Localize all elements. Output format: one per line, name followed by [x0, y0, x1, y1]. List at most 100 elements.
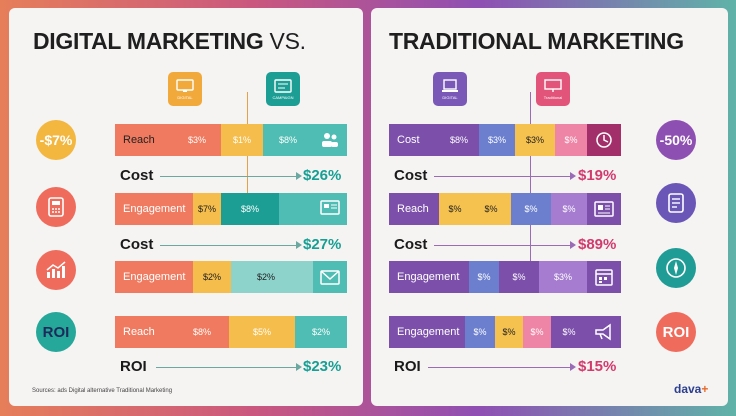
arrow-icon: [570, 363, 576, 371]
newspaper-icon: [594, 201, 614, 217]
envelope-icon: [320, 270, 340, 285]
summary-line: [160, 245, 296, 246]
traditional-row-4: Engagement $% $% $% $%: [389, 316, 621, 348]
row-segment: $3%: [539, 261, 587, 293]
source-footnote: Sources: ads Digital alternative Traditi…: [32, 388, 173, 394]
summary-value: $27%: [303, 236, 342, 253]
vs-text: VS.: [269, 28, 306, 54]
arrow-icon: [570, 172, 576, 180]
row-label: Engagement: [115, 193, 193, 225]
summary-line: [156, 367, 296, 368]
row-segment: $8%: [175, 316, 229, 348]
summary-label: ROI: [394, 358, 421, 375]
row-segment: $%: [499, 261, 539, 293]
growth-chart-icon: [46, 261, 66, 278]
traditional-compass-circle: [656, 248, 696, 288]
digital-title: DIGITAL MARKETING VS.: [33, 28, 306, 55]
traditional-document-circle: [656, 183, 696, 223]
row-icon-cell: [587, 261, 621, 293]
summary-label: Cost: [394, 236, 428, 253]
row-label: Engagement: [389, 316, 465, 348]
traditional-row-1: Cost $8% $3% $3% $%: [389, 124, 621, 156]
pin-caption: DIGITAL: [442, 94, 458, 100]
arrow-icon: [570, 241, 576, 249]
dashboard-icon: [274, 78, 292, 93]
row-segment: $7%: [193, 193, 221, 225]
summary-value: $15%: [578, 358, 617, 375]
traditional-title: TRADITIONAL MARKETING: [389, 28, 684, 54]
calculator-icon: [48, 197, 64, 217]
summary-line: [428, 367, 570, 368]
connector-line: [530, 92, 531, 272]
traditional-roi-circle: ROI: [656, 312, 696, 352]
row-segment: $%: [551, 316, 587, 348]
row-label: Reach: [389, 193, 439, 225]
traditional-row-3: Engagement $% $% $3%: [389, 261, 621, 293]
summary-value: $89%: [578, 236, 617, 253]
digital-row-3: Engagement $2% $2%: [115, 261, 347, 293]
monitor-icon: [176, 78, 194, 92]
row-segment: $%: [439, 193, 471, 225]
arrow-icon: [296, 241, 302, 249]
row-icon-cell: [587, 124, 621, 156]
brand-name: dava: [674, 382, 702, 396]
row-label: Reach: [115, 316, 175, 348]
row-segment: $%: [471, 193, 511, 225]
row-segment: $8%: [263, 124, 313, 156]
digital-cost-circle: -$7%: [36, 120, 76, 160]
digital-roi-circle: ROI: [36, 312, 76, 352]
digital-row-4: Reach $8% $5% $2%: [115, 316, 347, 348]
row-icon-cell: [587, 316, 621, 348]
digital-pin-right: DIGITAL: [433, 72, 467, 106]
row-segment: $%: [523, 316, 551, 348]
row-segment: $8%: [439, 124, 479, 156]
row-segment: $%: [511, 193, 551, 225]
row-segment: $3%: [173, 124, 221, 156]
billboard-icon: [544, 78, 562, 92]
row-segment: $%: [469, 261, 499, 293]
traditional-row-2: Reach $% $% $% $%: [389, 193, 621, 225]
row-label: Cost: [389, 124, 439, 156]
people-icon: [322, 133, 338, 147]
row-segment: $%: [555, 124, 587, 156]
row-segment: $%: [495, 316, 523, 348]
arrow-icon: [296, 172, 302, 180]
compass-icon: [666, 258, 686, 278]
laptop-icon: [442, 78, 458, 92]
row-segment: $%: [465, 316, 495, 348]
row-icon-cell: [587, 193, 621, 225]
row-segment: $3%: [515, 124, 555, 156]
row-segment: $5%: [229, 316, 295, 348]
pin-caption: Traditional: [543, 94, 563, 100]
row-icon-cell: [313, 261, 347, 293]
digital-calculator-circle: [36, 187, 76, 227]
arrow-icon: [296, 363, 302, 371]
row-label: Engagement: [389, 261, 469, 293]
row-icon-cell: [313, 193, 347, 225]
summary-value: $19%: [578, 167, 617, 184]
row-segment: $2%: [193, 261, 231, 293]
screen-icon: [320, 200, 340, 215]
row-label: Reach: [115, 124, 173, 156]
megaphone-icon: [595, 323, 611, 341]
brand-logo: dava+: [674, 382, 708, 396]
summary-value: $23%: [303, 358, 342, 375]
clock-icon: [596, 132, 612, 148]
digital-pin: DIGITAL: [168, 72, 202, 106]
row-segment: [279, 193, 313, 225]
row-segment: [301, 261, 313, 293]
brand-accent: +: [701, 382, 709, 396]
digital-growth-circle: [36, 250, 76, 290]
pin-caption: DIGITAL: [177, 94, 193, 100]
summary-label: Cost: [120, 236, 154, 253]
row-segment: $1%: [221, 124, 263, 156]
digital-title-text: DIGITAL MARKETING: [33, 28, 264, 54]
row-label: Engagement: [115, 261, 193, 293]
summary-line: [160, 176, 296, 177]
row-segment: $2%: [231, 261, 301, 293]
summary-label: Cost: [120, 167, 154, 184]
row-segment: $2%: [295, 316, 347, 348]
calendar-icon: [595, 269, 613, 286]
summary-line: [434, 245, 570, 246]
pin-caption: CAMPAIGN: [272, 94, 294, 100]
